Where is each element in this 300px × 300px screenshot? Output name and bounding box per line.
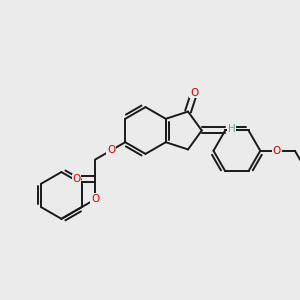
Text: O: O bbox=[107, 145, 116, 155]
Text: O: O bbox=[72, 174, 81, 184]
Text: H: H bbox=[228, 124, 236, 134]
Text: O: O bbox=[91, 194, 99, 204]
Text: O: O bbox=[272, 146, 281, 156]
Text: O: O bbox=[190, 88, 198, 98]
